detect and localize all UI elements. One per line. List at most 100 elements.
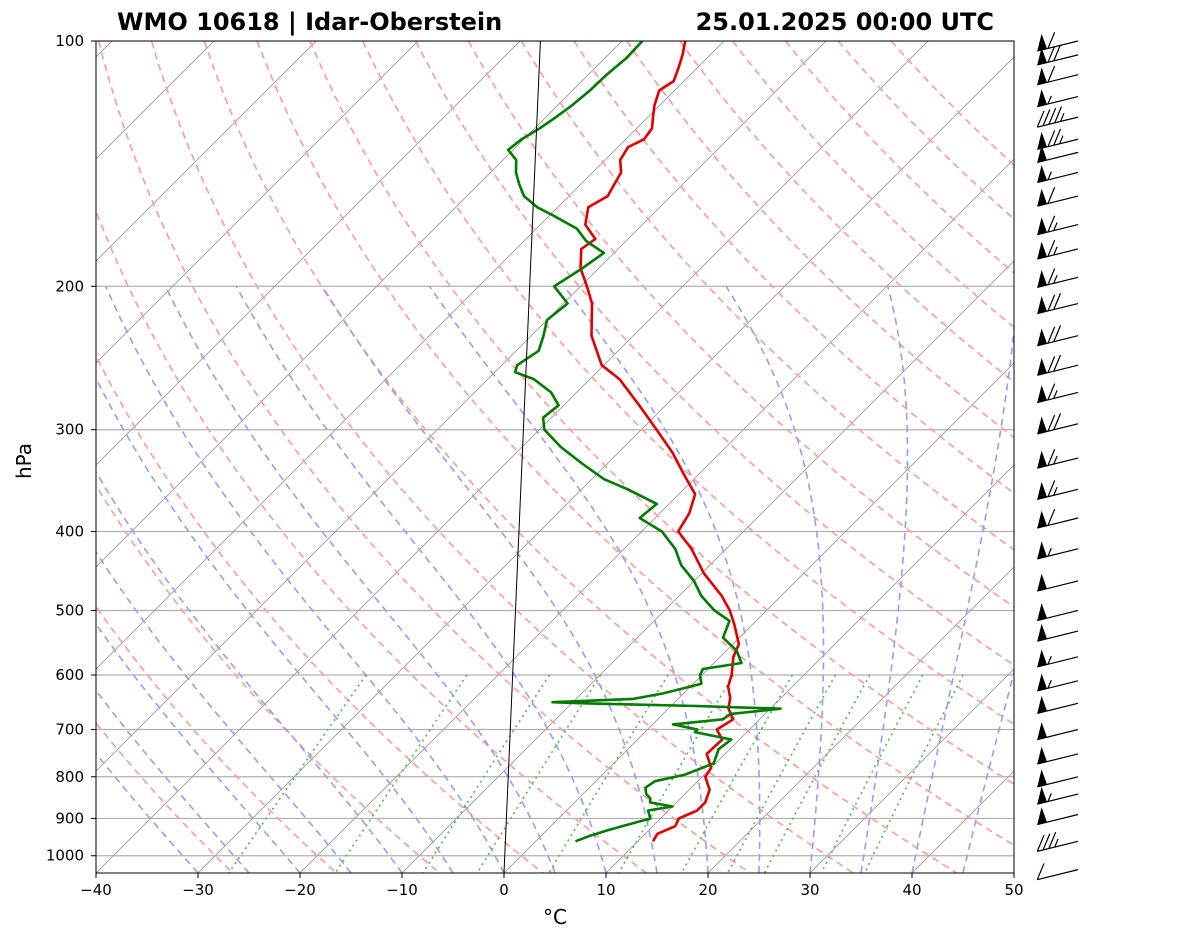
dry-adiabat — [150, 41, 854, 873]
dry-adiabat — [626, 41, 1014, 439]
moist-adiabat — [96, 470, 403, 873]
wind-barb — [1037, 293, 1079, 315]
moist-adiabat — [164, 285, 556, 873]
chart-title-valid-time: 25.01.2025 00:00 UTC — [696, 8, 994, 36]
x-tick-label: 0 — [499, 881, 509, 899]
x-tick-label: 40 — [902, 881, 921, 899]
plot-frame — [95, 40, 1015, 874]
wind-barb — [1037, 31, 1079, 52]
moist-adiabat-lines — [96, 285, 1014, 873]
x-tick-label: −40 — [80, 881, 112, 899]
wind-barb — [1037, 239, 1079, 260]
wind-barb — [1037, 65, 1079, 86]
isotherm-lines — [0, 41, 1014, 873]
wind-barb — [1037, 769, 1079, 788]
wind-barb — [1036, 106, 1079, 128]
wind-barb — [1037, 44, 1079, 66]
y-tick-label: 300 — [55, 421, 84, 439]
moist-adiabat — [725, 285, 825, 873]
mixing-ratio-line — [227, 674, 367, 873]
isotherm-line — [96, 41, 317, 262]
isotherm-line — [503, 362, 1014, 873]
y-tick-label: 500 — [55, 601, 84, 619]
moist-adiabat — [911, 321, 1014, 873]
x-tick-label: 30 — [800, 881, 819, 899]
x-tick-label: 20 — [698, 881, 717, 899]
y-tick-label: 800 — [55, 768, 84, 786]
moist-adiabat — [962, 669, 1014, 873]
mixing-ratio-line — [727, 674, 837, 873]
mixing-ratio-line — [863, 674, 964, 873]
moist-adiabat — [96, 550, 352, 873]
dry-adiabat — [203, 41, 958, 873]
isotherm-line — [1013, 872, 1014, 873]
wind-barb — [1037, 449, 1079, 469]
wind-barb — [1037, 383, 1079, 404]
dry-adiabat — [256, 41, 1014, 847]
isotherm-line — [197, 56, 1014, 873]
isotherm-line — [911, 770, 1014, 873]
mixing-ratio-line — [548, 674, 669, 873]
y-tick-label: 900 — [55, 809, 84, 827]
dry-adiabat — [573, 41, 1014, 495]
dry-adiabat — [731, 41, 1014, 329]
isotherm-line — [605, 464, 1014, 873]
dry-adiabat-lines — [96, 41, 1014, 873]
moist-adiabat — [96, 622, 301, 873]
wind-barb — [1037, 413, 1079, 435]
y-tick-label: 200 — [55, 277, 84, 295]
wind-barb — [1037, 695, 1079, 714]
dry-adiabat — [467, 41, 1014, 608]
dry-adiabat — [784, 41, 1014, 274]
wind-barb — [1037, 508, 1079, 529]
mixing-ratio-line — [476, 674, 602, 873]
moist-adiabat — [235, 285, 607, 873]
isotherm-line — [96, 41, 725, 670]
dry-adiabat — [96, 483, 441, 873]
wind-barb — [1037, 215, 1079, 236]
mixing-ratio-line — [820, 674, 924, 873]
moist-adiabat — [860, 286, 909, 873]
chart-title-station: WMO 10618 | Idar-Oberstein — [117, 8, 502, 36]
wind-barb — [1037, 165, 1079, 184]
isotherm-line — [96, 41, 929, 873]
isotherm-line — [96, 41, 827, 772]
x-tick-label: −10 — [386, 881, 418, 899]
y-axis-label: hPa — [12, 443, 36, 479]
wind-barb — [1037, 746, 1079, 765]
dry-adiabat — [679, 41, 1014, 384]
dry-adiabat — [837, 41, 1014, 221]
wind-barb — [1037, 649, 1079, 668]
dry-adiabat — [414, 41, 1014, 667]
moist-adiabat — [104, 285, 505, 873]
wind-barb — [1037, 325, 1079, 347]
wind-barb — [1037, 807, 1079, 826]
dry-adiabat — [362, 41, 1014, 726]
isotherm-line — [809, 668, 1014, 873]
y-tick-label: 1000 — [46, 847, 84, 865]
wind-barb — [1037, 89, 1079, 108]
moist-adiabat — [96, 376, 454, 873]
isotherm-line — [0, 41, 10, 873]
dry-adiabat — [97, 41, 751, 873]
wind-barb — [1037, 354, 1079, 376]
mixing-ratio-line — [334, 674, 468, 873]
mixing-ratio-line — [763, 674, 871, 873]
y-tick-label: 700 — [55, 721, 84, 739]
temperature-profile — [579, 41, 741, 842]
dry-adiabat — [309, 41, 1014, 786]
y-tick-label: 100 — [55, 32, 84, 50]
moist-adiabat — [563, 285, 761, 873]
mixing-ratio-line — [617, 674, 735, 873]
wind-barb — [1037, 268, 1079, 288]
parcel-profile — [503, 41, 541, 873]
wind-barb — [1037, 187, 1079, 207]
y-tick-label: 600 — [55, 666, 84, 684]
wind-barb — [1037, 480, 1079, 500]
sounding-profiles — [503, 41, 782, 873]
moist-adiabat — [96, 752, 199, 873]
wind-barb — [1037, 603, 1079, 622]
isotherm-line — [707, 566, 1014, 873]
dry-adiabat — [96, 209, 647, 873]
